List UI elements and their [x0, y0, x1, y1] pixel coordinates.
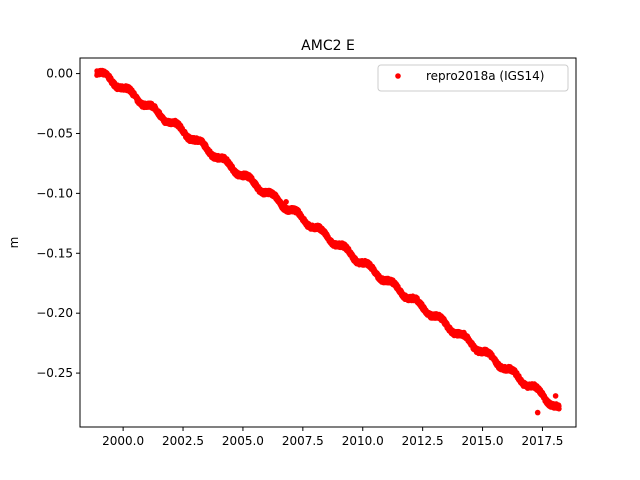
x-tick-label: 2002.5: [162, 434, 204, 448]
y-tick-label: −0.15: [36, 246, 73, 260]
y-axis: 0.00 −0.05 −0.10 −0.15 −0.20 −0.25: [36, 67, 80, 380]
data-point-outlier: [552, 393, 559, 399]
x-tick-label: 2010.0: [342, 434, 384, 448]
data-point-outlier: [534, 409, 541, 416]
x-tick-label: 2017.5: [521, 434, 563, 448]
legend[interactable]: repro2018a (IGS14): [377, 64, 569, 92]
legend-box: [377, 64, 569, 92]
legend-marker: [395, 73, 401, 79]
x-tick-label: 2005.0: [222, 434, 264, 448]
x-tick-label: 2015.0: [462, 434, 504, 448]
x-tick-label: 2000.0: [102, 434, 144, 448]
data-point: [556, 406, 562, 412]
y-axis-label: m: [7, 237, 21, 249]
data-points: [94, 67, 562, 416]
plot-frame: [79, 57, 577, 428]
y-tick-label: −0.05: [36, 126, 73, 140]
y-tick-label: −0.25: [36, 366, 73, 380]
x-axis: 2000.0 2002.5 2005.0 2007.5 2010.0 2012.5 2015…: [102, 427, 563, 448]
x-tick-label: 2007.5: [282, 434, 324, 448]
data-point-outlier: [283, 199, 289, 205]
chart-title: AMC2 E: [301, 38, 355, 54]
y-tick-label: 0.00: [46, 67, 73, 81]
y-tick-label: −0.10: [36, 186, 73, 200]
plot-area: [79, 57, 577, 428]
x-tick-label: 2012.5: [402, 434, 444, 448]
legend-label-series-0: repro2018a (IGS14): [426, 69, 544, 83]
y-tick-label: −0.20: [36, 306, 73, 320]
